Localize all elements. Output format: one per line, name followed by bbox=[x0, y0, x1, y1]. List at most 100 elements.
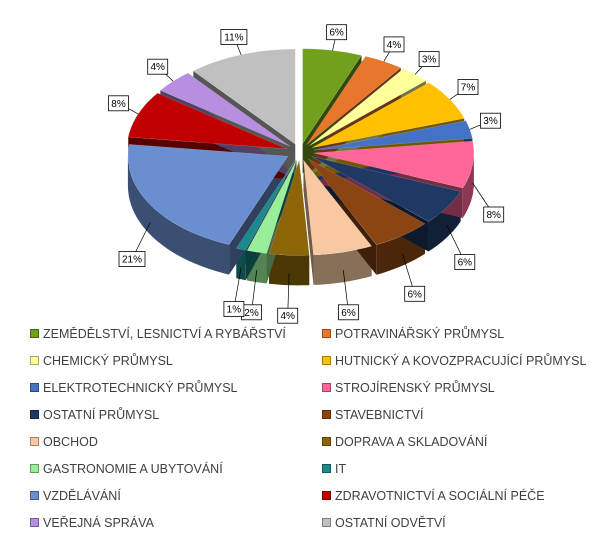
legend-item-1: POTRAVINÁŘSKÝ PRŮMYSL bbox=[322, 320, 605, 347]
data-label-box-2 bbox=[418, 51, 440, 67]
legend-item-5: STROJÍRENSKÝ PRŮMYSL bbox=[322, 374, 605, 401]
legend-label-1: POTRAVINÁŘSKÝ PRŮMYSL bbox=[335, 326, 505, 341]
data-label-box-1 bbox=[383, 36, 405, 53]
data-label-box-4 bbox=[480, 112, 501, 129]
data-label-box-5 bbox=[483, 206, 505, 223]
data-label-box-13 bbox=[108, 95, 129, 112]
pie-slice-2 bbox=[309, 68, 427, 146]
legend-item-12: VZDĚLÁVÁNÍ bbox=[30, 482, 322, 509]
pie-slice-3 bbox=[311, 82, 465, 148]
legend-item-4: ELEKTROTECHNICKÝ PRŮMYSL bbox=[30, 374, 322, 401]
pie-slice-9 bbox=[268, 160, 310, 256]
data-label-8: 6% bbox=[341, 308, 356, 319]
legend-item-13: ZDRAVOTNICTVÍ A SOCIÁLNÍ PÉČE bbox=[322, 482, 605, 509]
legend-item-9: DOPRAVA A SKLADOVÁNÍ bbox=[322, 428, 605, 455]
data-label-9: 4% bbox=[280, 311, 295, 322]
data-label-14: 4% bbox=[150, 62, 165, 73]
legend-label-9: DOPRAVA A SKLADOVÁNÍ bbox=[335, 434, 488, 449]
data-label-11: 1% bbox=[227, 305, 242, 316]
legend-swatch-1 bbox=[322, 329, 331, 338]
legend-item-0: ZEMĚDĚLSTVÍ, LESNICTVÍ A RYBÁŘSTVÍ bbox=[30, 320, 322, 347]
legend-item-15: OSTATNÍ ODVĚTVÍ bbox=[322, 509, 605, 536]
legend-swatch-4 bbox=[30, 383, 39, 392]
data-label-1: 4% bbox=[387, 40, 402, 51]
legend-label-10: GASTRONOMIE A UBYTOVÁNÍ bbox=[43, 461, 223, 476]
data-label-box-11 bbox=[223, 301, 245, 317]
legend-label-6: OSTATNÍ PRŮMYSL bbox=[43, 407, 160, 422]
legend-item-8: OBCHOD bbox=[30, 428, 322, 455]
slice-side-12 bbox=[127, 156, 229, 275]
legend-swatch-5 bbox=[322, 383, 331, 392]
legend-swatch-0 bbox=[30, 329, 39, 338]
data-label-0: 6% bbox=[329, 28, 344, 39]
legend-swatch-10 bbox=[30, 464, 39, 473]
data-label-5: 8% bbox=[486, 210, 501, 221]
data-label-12: 21% bbox=[122, 255, 142, 266]
slice-side-8 bbox=[313, 246, 372, 285]
data-label-box-0 bbox=[326, 24, 348, 41]
legend-swatch-9 bbox=[322, 437, 331, 446]
legend-swatch-13 bbox=[322, 491, 331, 500]
data-label-3: 7% bbox=[461, 83, 476, 94]
legend-label-5: STROJÍRENSKÝ PRŮMYSL bbox=[335, 380, 495, 395]
legend-swatch-7 bbox=[322, 410, 331, 419]
legend-swatch-6 bbox=[30, 410, 39, 419]
pie-slice-12 bbox=[127, 144, 289, 245]
data-label-box-7 bbox=[404, 285, 426, 302]
pie-slice-11 bbox=[235, 159, 296, 251]
legend-label-14: VEŘEJNÁ SPRÁVA bbox=[43, 515, 154, 530]
data-label-7: 6% bbox=[407, 289, 422, 300]
legend-item-2: CHEMICKÝ PRŮMYSL bbox=[30, 347, 322, 374]
pie-top-layer bbox=[127, 48, 475, 256]
pie-slice-10 bbox=[246, 160, 297, 254]
data-label-layer: 6% 4% 3% 7% 3% 8% 6% 6% 6% 4% 2%1% 21% 8% 4% 11% bbox=[108, 24, 505, 324]
data-label-15: 11% bbox=[224, 33, 243, 44]
pie-slice-8 bbox=[303, 159, 373, 256]
pie-slice-13 bbox=[127, 92, 288, 150]
data-label-6: 6% bbox=[458, 258, 473, 269]
data-label-2: 3% bbox=[422, 55, 437, 66]
legend-swatch-3 bbox=[322, 356, 331, 365]
legend-swatch-2 bbox=[30, 356, 39, 365]
data-label-box-14 bbox=[147, 58, 169, 75]
legend-item-14: VEŘEJNÁ SPRÁVA bbox=[30, 509, 322, 536]
legend-label-7: STAVEBNICTVÍ bbox=[335, 407, 424, 422]
legend-label-12: VZDĚLÁVÁNÍ bbox=[43, 488, 121, 503]
slice-side-9 bbox=[269, 253, 310, 286]
data-label-box-3 bbox=[457, 79, 479, 95]
chart-legend: ZEMĚDĚLSTVÍ, LESNICTVÍ A RYBÁŘSTVÍ POTRAV… bbox=[30, 320, 605, 536]
data-label-box-15 bbox=[220, 29, 248, 45]
data-label-box-9 bbox=[277, 307, 299, 324]
legend-label-8: OBCHOD bbox=[43, 434, 98, 449]
data-label-4: 3% bbox=[483, 116, 498, 127]
data-label-10: 2% bbox=[244, 308, 259, 319]
legend-item-3: HUTNICKÝ A KOVOZPRACUJÍCÍ PRŮMYSL bbox=[322, 347, 605, 374]
legend-label-11: IT bbox=[335, 461, 347, 476]
legend-swatch-14 bbox=[30, 518, 39, 527]
pie-slice-4 bbox=[313, 120, 473, 151]
slice-side-5 bbox=[462, 153, 474, 218]
legend-label-4: ELEKTROTECHNICKÝ PRŮMYSL bbox=[43, 380, 238, 395]
legend-swatch-11 bbox=[322, 464, 331, 473]
data-label-box-12 bbox=[118, 251, 146, 267]
legend-label-13: ZDRAVOTNICTVÍ A SOCIÁLNÍ PÉČE bbox=[335, 488, 545, 503]
legend-item-11: IT bbox=[322, 455, 605, 482]
legend-swatch-15 bbox=[322, 518, 331, 527]
legend-label-15: OSTATNÍ ODVĚTVÍ bbox=[335, 515, 446, 530]
slice-wall-8-1 bbox=[303, 160, 314, 285]
pie-slice-5 bbox=[313, 140, 475, 189]
pie-slice-6 bbox=[311, 156, 462, 222]
legend-item-7: STAVEBNICTVÍ bbox=[322, 401, 605, 428]
legend-label-2: CHEMICKÝ PRŮMYSL bbox=[43, 353, 173, 368]
data-label-13: 8% bbox=[111, 99, 126, 110]
legend-label-0: ZEMĚDĚLSTVÍ, LESNICTVÍ A RYBÁŘSTVÍ bbox=[43, 326, 286, 341]
legend-item-6: OSTATNÍ PRŮMYSL bbox=[30, 401, 322, 428]
legend-swatch-8 bbox=[30, 437, 39, 446]
legend-item-10: GASTRONOMIE A UBYTOVÁNÍ bbox=[30, 455, 322, 482]
pie-slice-7 bbox=[308, 158, 426, 246]
data-label-box-6 bbox=[454, 254, 476, 271]
data-label-box-8 bbox=[338, 304, 359, 321]
legend-swatch-12 bbox=[30, 491, 39, 500]
legend-label-3: HUTNICKÝ A KOVOZPRACUJÍCÍ PRŮMYSL bbox=[335, 353, 587, 368]
